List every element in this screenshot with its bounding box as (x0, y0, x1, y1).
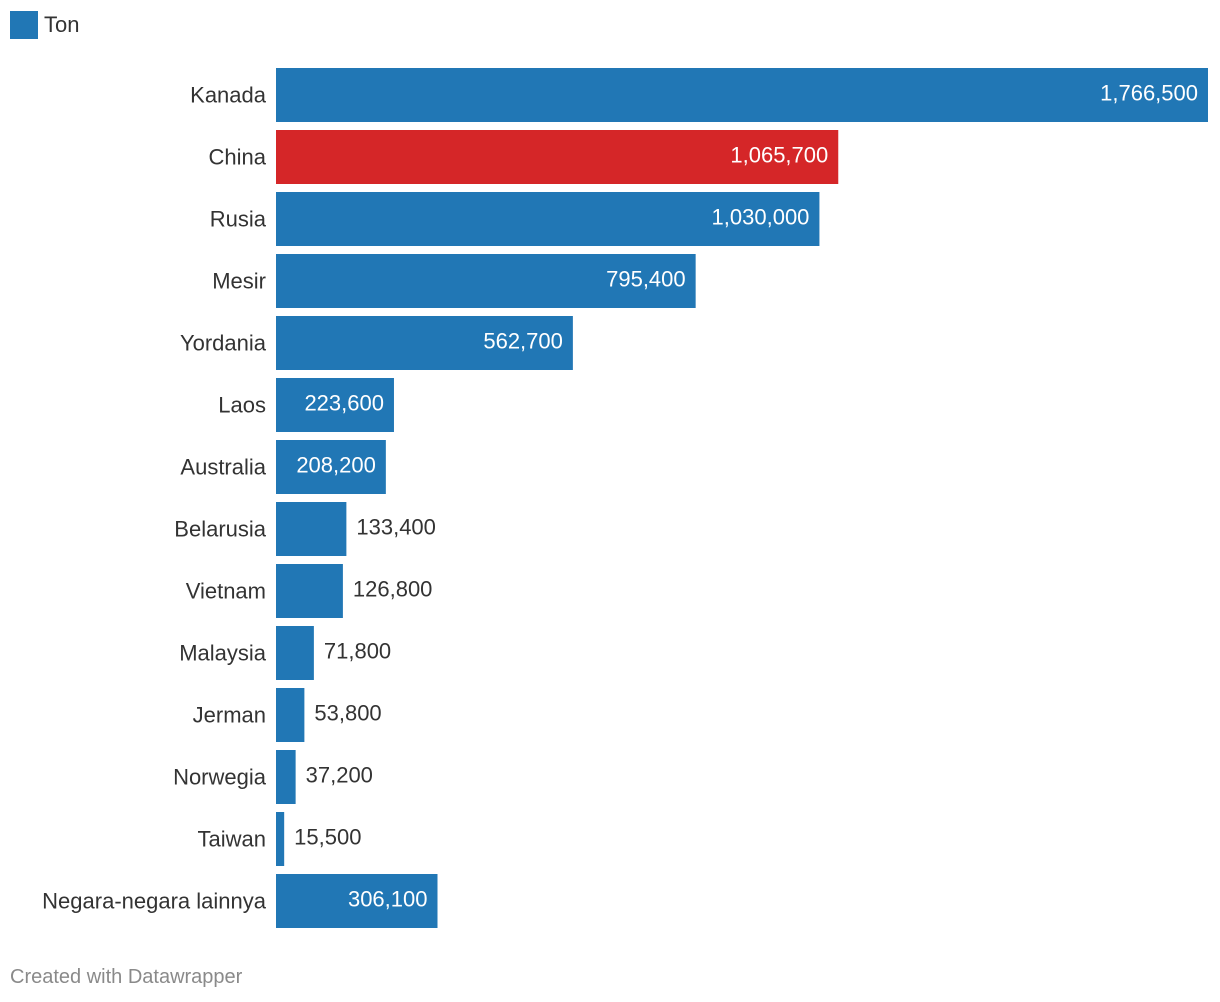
category-label: Malaysia (179, 641, 267, 666)
category-label: Belarusia (174, 517, 266, 542)
bar-norwegia (276, 750, 296, 804)
value-label: 795,400 (606, 267, 686, 292)
value-label: 133,400 (356, 515, 436, 540)
category-label: Negara-negara lainnya (42, 889, 267, 914)
category-label: Laos (218, 393, 266, 418)
value-label: 15,500 (294, 825, 361, 850)
category-label: Taiwan (198, 827, 266, 852)
bar-jerman (276, 688, 305, 742)
bar-malaysia (276, 626, 314, 680)
category-label: Rusia (210, 207, 267, 232)
value-label: 53,800 (314, 701, 381, 726)
legend-swatch (10, 11, 38, 39)
bar-laos (276, 378, 394, 432)
value-label: 37,200 (306, 763, 373, 788)
category-label: Yordania (180, 331, 267, 356)
category-label: Vietnam (186, 579, 266, 604)
bar-vietnam (276, 564, 343, 618)
value-label: 223,600 (304, 391, 384, 416)
datawrapper-credit: Created with Datawrapper (10, 966, 243, 988)
bar-kanada (276, 68, 1208, 122)
bar-negara-negara-lainnya (276, 874, 438, 928)
bar-mesir (276, 254, 696, 308)
category-label: Kanada (190, 83, 267, 108)
value-label: 1,065,700 (730, 143, 828, 168)
category-label: Norwegia (173, 765, 267, 790)
value-label: 1,766,500 (1100, 81, 1198, 106)
category-label: Mesir (212, 269, 266, 294)
value-label: 1,030,000 (712, 205, 810, 230)
bar-china (276, 130, 839, 184)
bar-australia (276, 440, 386, 494)
category-label: Jerman (193, 703, 266, 728)
value-label: 208,200 (296, 453, 376, 478)
bar-belarusia (276, 502, 347, 556)
chart-legend: Ton (10, 10, 79, 40)
value-label: 306,100 (348, 887, 428, 912)
bar-taiwan (276, 812, 285, 866)
legend-label: Ton (44, 12, 80, 37)
bar-yordania (276, 316, 573, 370)
category-label: Australia (180, 455, 266, 480)
value-label: 562,700 (483, 329, 563, 354)
value-label: 71,800 (324, 639, 391, 664)
bar-rusia (276, 192, 820, 246)
value-label: 126,800 (353, 577, 433, 602)
category-label: China (209, 145, 267, 170)
